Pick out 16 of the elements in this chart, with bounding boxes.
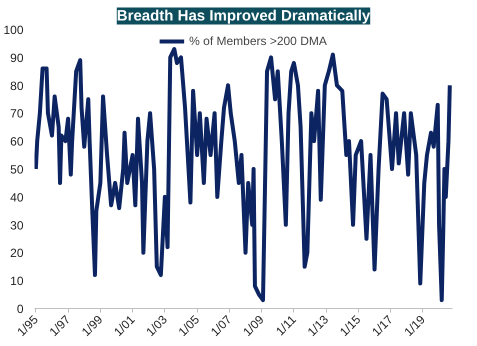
y-tick-label: 50	[10, 162, 24, 176]
y-tick-label: 100	[3, 23, 24, 37]
y-tick-label: 60	[10, 134, 24, 149]
x-tick-label: 1/11	[273, 312, 300, 338]
x-tick-label: 1/01	[111, 312, 138, 339]
y-tick-label: 30	[10, 218, 24, 232]
y-tick-label: 40	[10, 190, 24, 204]
legend-label: % of Members >200 DMA	[189, 34, 327, 48]
chart-title: Breadth Has Improved Dramatically	[116, 8, 371, 24]
y-tick-label: 90	[10, 50, 24, 65]
y-tick-label: 0	[16, 302, 24, 316]
y-tick-label: 70	[10, 106, 24, 121]
line-series	[34, 47, 452, 302]
y-tick-label: 20	[10, 246, 24, 260]
y-tick-label: 10	[10, 274, 24, 288]
y-tick-label: 80	[10, 78, 24, 93]
